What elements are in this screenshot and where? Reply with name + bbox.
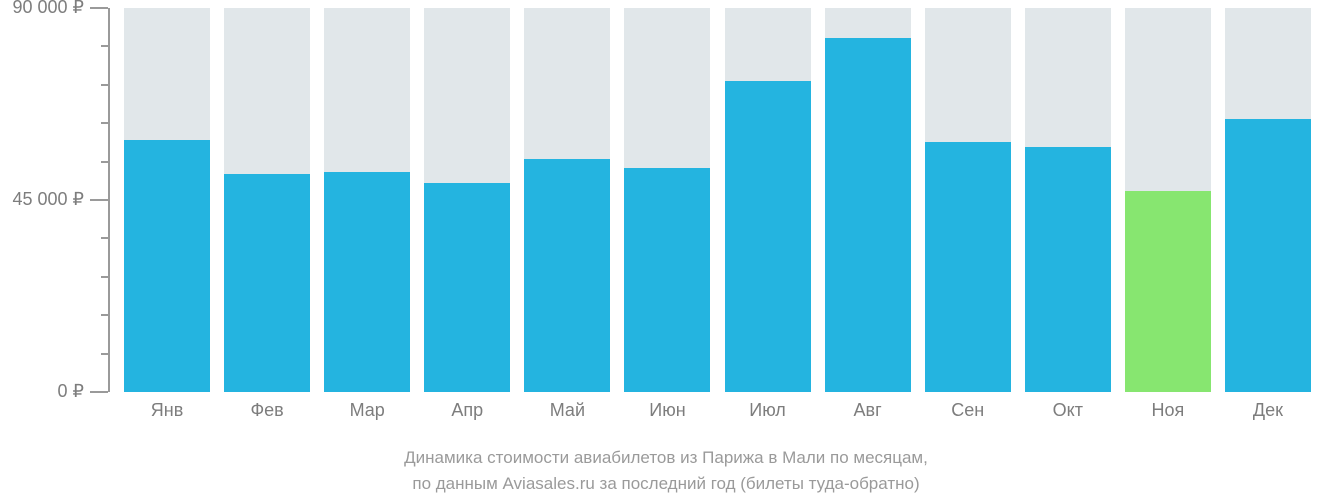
x-axis-label: Апр	[424, 400, 510, 421]
x-axis-label: Авг	[825, 400, 911, 421]
y-tick-major	[90, 7, 108, 9]
y-tick-minor	[101, 84, 108, 86]
y-tick-minor	[101, 237, 108, 239]
y-tick-minor	[101, 161, 108, 163]
y-axis-label: 0 ₽	[58, 381, 84, 402]
x-axis-label: Июн	[624, 400, 710, 421]
bar	[524, 159, 610, 392]
bar	[124, 140, 210, 392]
x-axis-label: Окт	[1025, 400, 1111, 421]
bar	[324, 172, 410, 392]
x-axis-label: Фев	[224, 400, 310, 421]
x-axis-label: Май	[524, 400, 610, 421]
y-axis-label: 90 000 ₽	[12, 0, 84, 18]
x-axis-label: Янв	[124, 400, 210, 421]
bar	[1225, 119, 1311, 392]
chart-caption: Динамика стоимости авиабилетов из Парижа…	[0, 445, 1332, 496]
y-axis-label: 45 000 ₽	[12, 189, 84, 210]
bar	[224, 174, 310, 392]
plot-area	[110, 8, 1325, 392]
y-tick-major	[90, 199, 108, 201]
y-axis	[108, 8, 110, 392]
x-axis-label: Дек	[1225, 400, 1311, 421]
bar	[825, 38, 911, 392]
bar	[925, 142, 1011, 392]
x-axis-label: Сен	[925, 400, 1011, 421]
x-axis-label: Июл	[725, 400, 811, 421]
caption-line-2: по данным Aviasales.ru за последний год …	[412, 474, 919, 493]
y-tick-minor	[101, 122, 108, 124]
bar	[1025, 147, 1111, 392]
price-by-month-chart: Динамика стоимости авиабилетов из Парижа…	[0, 0, 1332, 502]
y-tick-minor	[101, 45, 108, 47]
y-tick-minor	[101, 353, 108, 355]
x-axis-label: Мар	[324, 400, 410, 421]
y-tick-major	[90, 391, 108, 393]
x-axis-label: Ноя	[1125, 400, 1211, 421]
bar	[1125, 191, 1211, 392]
bar	[725, 81, 811, 392]
y-tick-minor	[101, 314, 108, 316]
bar	[424, 183, 510, 392]
caption-line-1: Динамика стоимости авиабилетов из Парижа…	[404, 448, 928, 467]
y-tick-minor	[101, 276, 108, 278]
bar	[624, 168, 710, 392]
